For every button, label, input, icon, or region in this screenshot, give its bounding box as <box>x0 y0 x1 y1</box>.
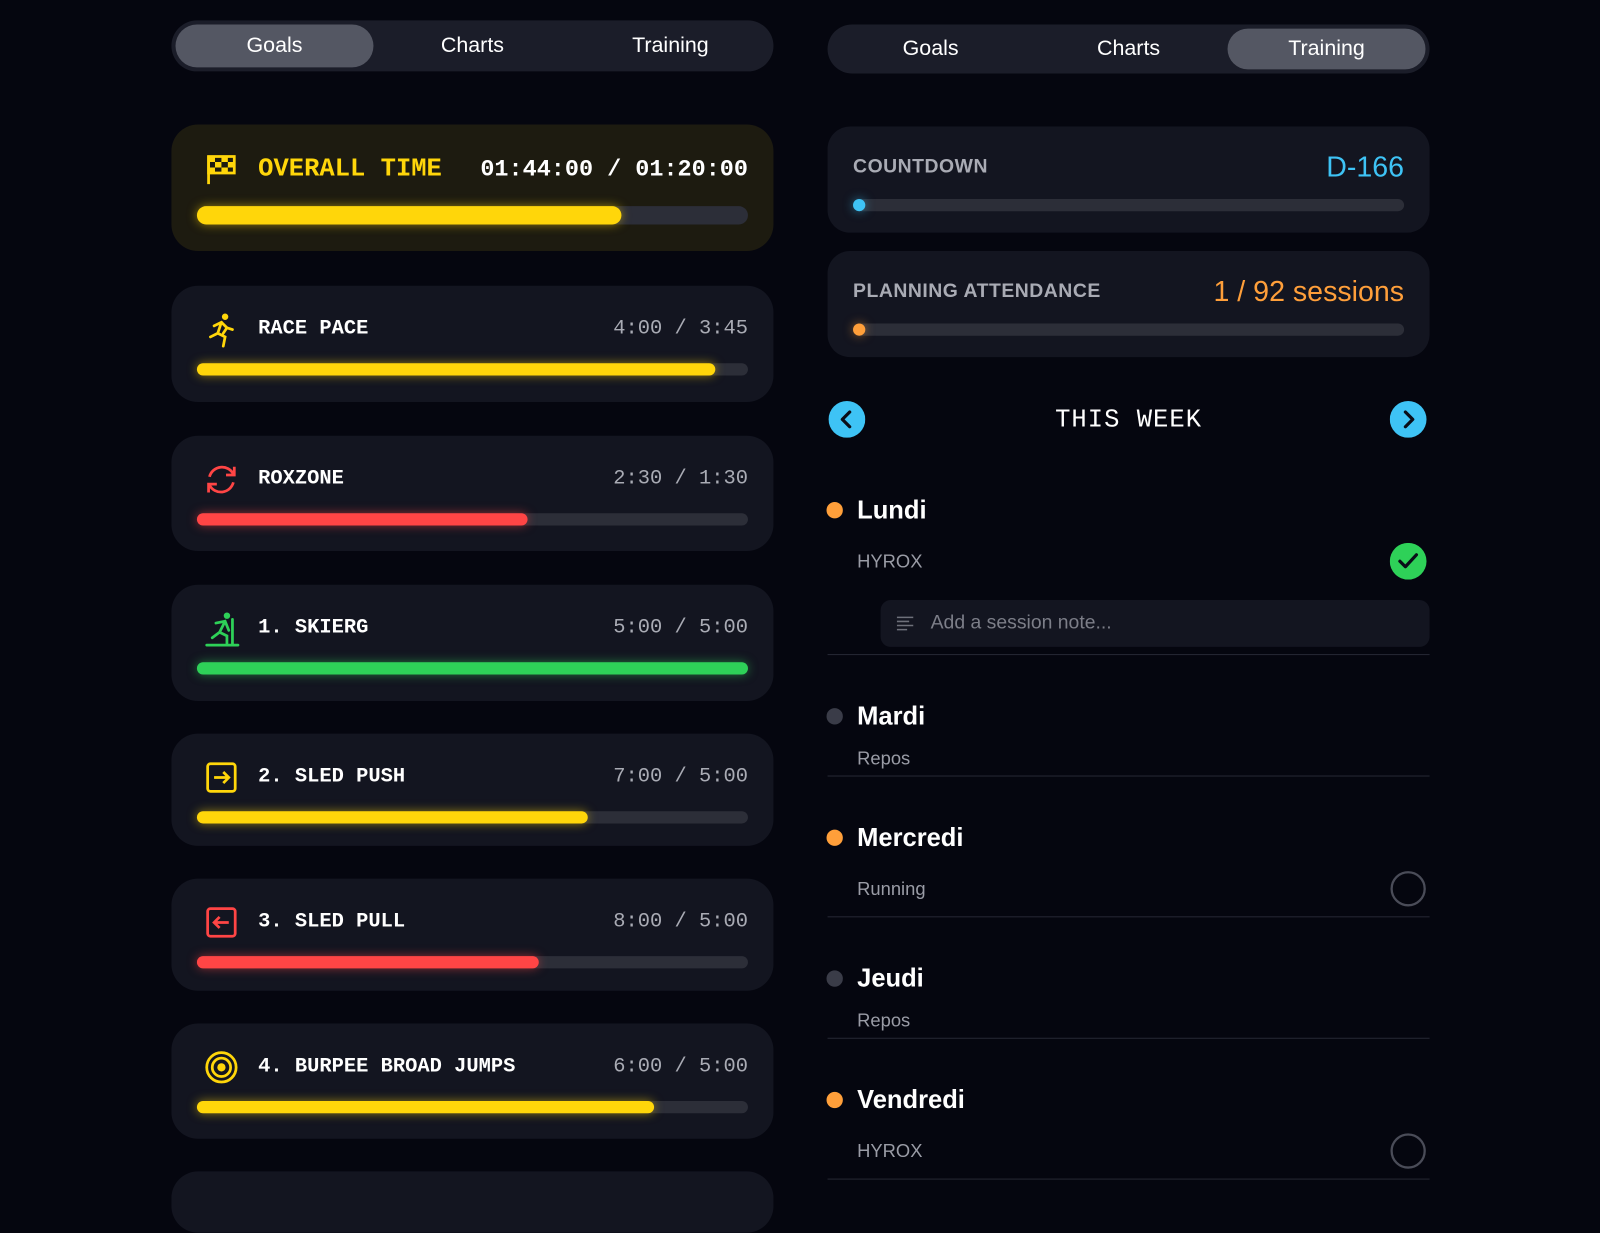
week-nav-button[interactable] <box>1389 401 1427 438</box>
note-placeholder: Add a session note... <box>930 612 1112 634</box>
day-divider <box>827 1037 1430 1039</box>
stat-value: 1 / 92 sessions <box>1213 275 1405 308</box>
session-note-input[interactable]: Add a session note... <box>880 599 1430 647</box>
goal-title: 3. SLED PULL <box>258 910 406 934</box>
goal-icon <box>209 313 234 348</box>
goal-card: RACE PACE 4:00 / 3:45 <box>171 285 774 403</box>
progress-fill <box>196 956 539 969</box>
goal-title: 1. SKIERG <box>258 616 369 640</box>
goal-value: 01:44:00 / 01:20:00 <box>480 156 748 183</box>
stat-label: PLANNING ATTENDANCE <box>853 280 1101 303</box>
tab[interactable]: Training <box>1227 28 1426 70</box>
note-icon <box>896 616 914 631</box>
tab[interactable]: Goals <box>175 24 374 68</box>
goal-value: 7:00 / 5:00 <box>613 765 748 789</box>
goal-value: 8:00 / 5:00 <box>613 910 748 934</box>
goal-icon <box>207 155 236 185</box>
progress-fill <box>196 1101 655 1114</box>
day-name: Jeudi <box>857 964 924 993</box>
tab-bar: Goals Charts Training <box>171 20 774 72</box>
goal-card: 3. SLED PULL 8:00 / 5:00 <box>171 878 774 991</box>
goal-card <box>171 1171 774 1233</box>
week-title: THIS WEEK <box>1055 405 1203 435</box>
day-divider <box>827 654 1430 656</box>
day-name: Lundi <box>857 495 927 525</box>
day-divider <box>827 916 1430 918</box>
day-dot <box>826 829 843 846</box>
goal-icon <box>206 907 237 938</box>
goal-value: 6:00 / 5:00 <box>613 1055 748 1079</box>
tab[interactable]: Charts <box>440 33 504 58</box>
app: Goals Charts Training OVERALL TIME 01:44:00 … <box>171 20 1430 1233</box>
progress-fill <box>196 206 622 225</box>
session-check[interactable] <box>1390 1133 1427 1170</box>
goal-icon <box>205 612 240 647</box>
stat-value: D-166 <box>1326 151 1405 183</box>
progress-fill <box>196 662 748 675</box>
goal-icon <box>205 1051 238 1084</box>
progress-fill <box>196 811 589 824</box>
tab[interactable]: Training <box>632 33 709 58</box>
progress-fill <box>196 363 715 376</box>
goal-title: 2. SLED PUSH <box>258 765 406 789</box>
goal-title: ROXZONE <box>258 467 344 491</box>
day-name: Vendredi <box>857 1085 965 1115</box>
day-session: Running <box>857 878 926 899</box>
goal-value: 5:00 / 5:00 <box>613 616 748 640</box>
tab-bar: Goals Charts Training <box>827 24 1430 74</box>
goal-value: 2:30 / 1:30 <box>613 467 748 491</box>
body: Goals Charts Training OVERALL TIME 01:44:00 … <box>171 20 1430 1233</box>
day-name: Mardi <box>857 702 926 731</box>
day-dot <box>826 502 843 519</box>
goal-card: ROXZONE 2:30 / 1:30 <box>171 435 774 552</box>
goal-card: 2. SLED PUSH 7:00 / 5:00 <box>171 733 774 846</box>
page: {"left_panel": { "tabs": ["Goals", "Char… <box>171 20 1430 1233</box>
day-dot <box>826 970 843 987</box>
day-name: Mercredi <box>857 823 964 853</box>
day-dot <box>826 708 843 725</box>
week-nav-button[interactable] <box>828 401 866 438</box>
goal-title: RACE PACE <box>258 317 369 341</box>
progress-fill <box>853 323 866 336</box>
tab[interactable]: Charts <box>1096 36 1161 61</box>
day-dot <box>826 1091 843 1109</box>
day-divider <box>827 1178 1430 1180</box>
stat-card: PLANNING ATTENDANCE 1 / 92 sessions <box>827 251 1430 358</box>
day-session: Repos <box>857 1010 911 1031</box>
tab[interactable]: Goals <box>902 36 959 61</box>
stat-card: COUNTDOWN D-166 <box>827 126 1430 233</box>
day-session: HYROX <box>857 1140 923 1162</box>
goal-title: 4. BURPEE BROAD JUMPS <box>258 1055 516 1079</box>
goal-icon <box>207 465 236 494</box>
session-check[interactable] <box>1389 542 1427 580</box>
goal-icon <box>206 762 237 793</box>
progress-fill <box>853 198 866 212</box>
goal-card: OVERALL TIME 01:44:00 / 01:20:00 <box>171 124 774 252</box>
session-check[interactable] <box>1390 870 1427 907</box>
goal-title: OVERALL TIME <box>258 154 442 184</box>
day-session: Repos <box>857 747 911 769</box>
goal-card: 1. SKIERG 5:00 / 5:00 <box>171 584 774 702</box>
goal-card: 4. BURPEE BROAD JUMPS 6:00 / 5:00 <box>171 1023 774 1139</box>
stat-label: COUNTDOWN <box>853 156 988 178</box>
progress-track <box>853 198 1405 212</box>
day-session: HYROX <box>857 551 923 572</box>
day-divider <box>827 775 1430 777</box>
progress-fill <box>196 513 528 526</box>
progress-track <box>853 323 1405 336</box>
goal-value: 4:00 / 3:45 <box>613 317 748 341</box>
